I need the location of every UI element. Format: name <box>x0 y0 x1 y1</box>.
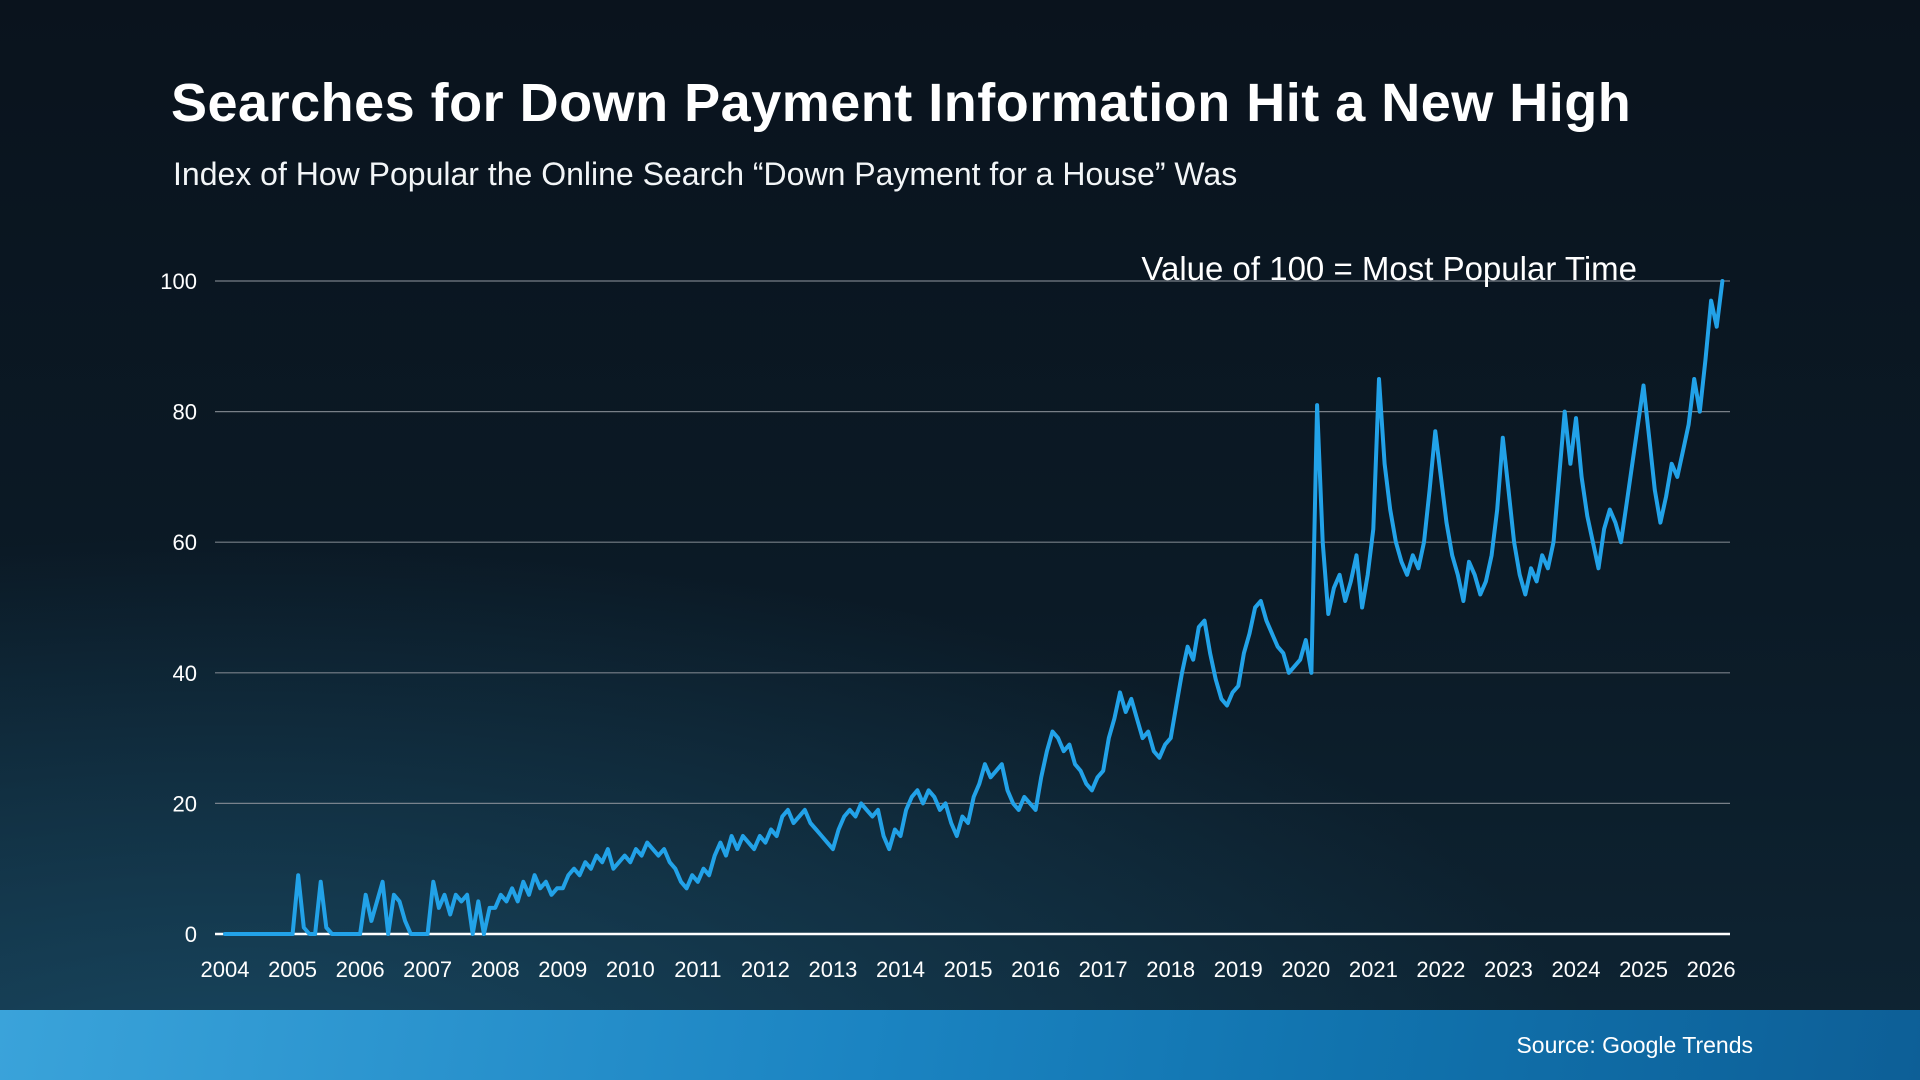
chart-subtitle: Index of How Popular the Online Search “… <box>173 156 1238 192</box>
x-axis-label: 2012 <box>741 957 790 982</box>
x-axis-label: 2004 <box>201 957 250 982</box>
source-bar: Source: Google Trends <box>0 1010 1920 1080</box>
x-axis-label: 2009 <box>538 957 587 982</box>
x-axis-label: 2025 <box>1619 957 1668 982</box>
x-axis-label: 2021 <box>1349 957 1398 982</box>
x-axis-label: 2006 <box>336 957 385 982</box>
x-axis-label: 2018 <box>1146 957 1195 982</box>
y-axis-label: 0 <box>185 922 197 947</box>
x-axis-label: 2023 <box>1484 957 1533 982</box>
y-axis-label: 40 <box>173 661 197 686</box>
x-axis-label: 2010 <box>606 957 655 982</box>
x-axis-label: 2017 <box>1079 957 1128 982</box>
x-axis-label: 2014 <box>876 957 925 982</box>
trend-line <box>223 279 1725 936</box>
x-axis-label: 2016 <box>1011 957 1060 982</box>
y-axis-label: 60 <box>173 530 197 555</box>
chart-title: Searches for Down Payment Information Hi… <box>171 73 1632 133</box>
x-axis-label: 2022 <box>1416 957 1465 982</box>
source-text: Source: Google Trends <box>1516 1032 1753 1058</box>
y-axis-label: 80 <box>173 400 197 425</box>
x-axis-label: 2007 <box>403 957 452 982</box>
x-axis-label: 2020 <box>1281 957 1330 982</box>
y-axis-label: 20 <box>173 791 197 816</box>
x-axis-label: 2015 <box>944 957 993 982</box>
x-axis-label: 2024 <box>1552 957 1601 982</box>
x-axis-label: 2026 <box>1687 957 1736 982</box>
x-axis-label: 2005 <box>268 957 317 982</box>
x-axis-label: 2008 <box>471 957 520 982</box>
y-axis-label: 100 <box>160 269 197 294</box>
x-axis-label: 2013 <box>808 957 857 982</box>
x-axis-label: 2011 <box>674 957 721 982</box>
chart-annotation: Value of 100 = Most Popular Time <box>1141 250 1637 287</box>
x-axis-label: 2019 <box>1214 957 1263 982</box>
